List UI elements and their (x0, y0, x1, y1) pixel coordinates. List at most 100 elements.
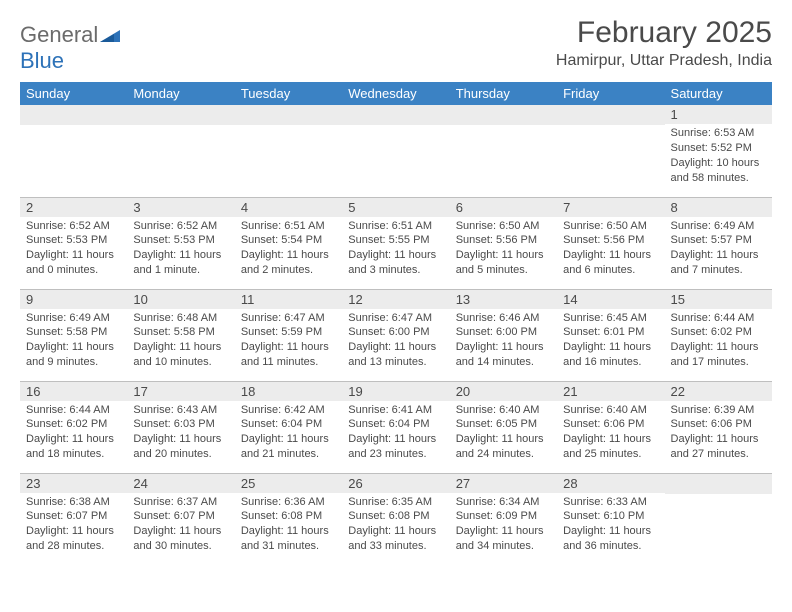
day-number: 2 (20, 198, 127, 217)
calendar-cell: 25Sunrise: 6:36 AMSunset: 6:08 PMDayligh… (235, 473, 342, 565)
sunset-text: Sunset: 6:02 PM (26, 417, 121, 432)
calendar-cell: 2Sunrise: 6:52 AMSunset: 5:53 PMDaylight… (20, 197, 127, 289)
day-content: Sunrise: 6:44 AMSunset: 6:02 PMDaylight:… (665, 309, 772, 374)
calendar-cell: 26Sunrise: 6:35 AMSunset: 6:08 PMDayligh… (342, 473, 449, 565)
sunset-text: Sunset: 5:55 PM (348, 233, 443, 248)
day-number: 23 (20, 474, 127, 493)
day-number: 18 (235, 382, 342, 401)
sunrise-text: Sunrise: 6:47 AM (348, 311, 443, 326)
sunrise-text: Sunrise: 6:44 AM (671, 311, 766, 326)
day-number: 24 (127, 474, 234, 493)
calendar-row: 2Sunrise: 6:52 AMSunset: 5:53 PMDaylight… (20, 197, 772, 289)
day-content: Sunrise: 6:34 AMSunset: 6:09 PMDaylight:… (450, 493, 557, 558)
day-content: Sunrise: 6:33 AMSunset: 6:10 PMDaylight:… (557, 493, 664, 558)
calendar-cell: 1Sunrise: 6:53 AMSunset: 5:52 PMDaylight… (665, 105, 772, 197)
day-number (235, 105, 342, 125)
calendar-cell (665, 473, 772, 565)
logo: General Blue (20, 16, 120, 74)
day-content: Sunrise: 6:48 AMSunset: 5:58 PMDaylight:… (127, 309, 234, 374)
day-number: 16 (20, 382, 127, 401)
day-content: Sunrise: 6:41 AMSunset: 6:04 PMDaylight:… (342, 401, 449, 466)
calendar-cell: 27Sunrise: 6:34 AMSunset: 6:09 PMDayligh… (450, 473, 557, 565)
daylight-text: Daylight: 11 hours and 21 minutes. (241, 432, 336, 462)
day-number: 25 (235, 474, 342, 493)
day-content: Sunrise: 6:49 AMSunset: 5:58 PMDaylight:… (20, 309, 127, 374)
weekday-header: Monday (127, 82, 234, 105)
day-number: 8 (665, 198, 772, 217)
day-content: Sunrise: 6:45 AMSunset: 6:01 PMDaylight:… (557, 309, 664, 374)
sunset-text: Sunset: 6:06 PM (563, 417, 658, 432)
daylight-text: Daylight: 11 hours and 10 minutes. (133, 340, 228, 370)
sunrise-text: Sunrise: 6:38 AM (26, 495, 121, 510)
day-content: Sunrise: 6:52 AMSunset: 5:53 PMDaylight:… (20, 217, 127, 282)
sunset-text: Sunset: 5:56 PM (563, 233, 658, 248)
sunset-text: Sunset: 5:58 PM (26, 325, 121, 340)
daylight-text: Daylight: 11 hours and 36 minutes. (563, 524, 658, 554)
weekday-header: Wednesday (342, 82, 449, 105)
day-number: 9 (20, 290, 127, 309)
day-content: Sunrise: 6:40 AMSunset: 6:06 PMDaylight:… (557, 401, 664, 466)
day-content: Sunrise: 6:38 AMSunset: 6:07 PMDaylight:… (20, 493, 127, 558)
calendar-table: SundayMondayTuesdayWednesdayThursdayFrid… (20, 82, 772, 565)
daylight-text: Daylight: 11 hours and 25 minutes. (563, 432, 658, 462)
location: Hamirpur, Uttar Pradesh, India (556, 52, 772, 70)
calendar-cell (127, 105, 234, 197)
sunset-text: Sunset: 5:57 PM (671, 233, 766, 248)
sunrise-text: Sunrise: 6:34 AM (456, 495, 551, 510)
sunset-text: Sunset: 5:56 PM (456, 233, 551, 248)
daylight-text: Daylight: 11 hours and 6 minutes. (563, 248, 658, 278)
daylight-text: Daylight: 11 hours and 9 minutes. (26, 340, 121, 370)
weekday-header: Saturday (665, 82, 772, 105)
sunrise-text: Sunrise: 6:53 AM (671, 126, 766, 141)
sunset-text: Sunset: 6:08 PM (348, 509, 443, 524)
day-content: Sunrise: 6:47 AMSunset: 6:00 PMDaylight:… (342, 309, 449, 374)
day-number: 20 (450, 382, 557, 401)
day-content: Sunrise: 6:51 AMSunset: 5:55 PMDaylight:… (342, 217, 449, 282)
day-number: 17 (127, 382, 234, 401)
daylight-text: Daylight: 11 hours and 14 minutes. (456, 340, 551, 370)
sunrise-text: Sunrise: 6:40 AM (456, 403, 551, 418)
day-number: 28 (557, 474, 664, 493)
day-number: 4 (235, 198, 342, 217)
day-number (20, 105, 127, 125)
daylight-text: Daylight: 11 hours and 13 minutes. (348, 340, 443, 370)
day-number: 11 (235, 290, 342, 309)
day-content: Sunrise: 6:47 AMSunset: 5:59 PMDaylight:… (235, 309, 342, 374)
sunrise-text: Sunrise: 6:41 AM (348, 403, 443, 418)
day-content: Sunrise: 6:44 AMSunset: 6:02 PMDaylight:… (20, 401, 127, 466)
sunset-text: Sunset: 6:06 PM (671, 417, 766, 432)
day-content: Sunrise: 6:51 AMSunset: 5:54 PMDaylight:… (235, 217, 342, 282)
sunset-text: Sunset: 6:02 PM (671, 325, 766, 340)
sunrise-text: Sunrise: 6:50 AM (563, 219, 658, 234)
day-number: 27 (450, 474, 557, 493)
day-number: 13 (450, 290, 557, 309)
daylight-text: Daylight: 11 hours and 27 minutes. (671, 432, 766, 462)
day-number: 26 (342, 474, 449, 493)
logo-text: General Blue (20, 22, 120, 74)
daylight-text: Daylight: 11 hours and 16 minutes. (563, 340, 658, 370)
sunset-text: Sunset: 6:08 PM (241, 509, 336, 524)
day-number: 21 (557, 382, 664, 401)
calendar-cell: 23Sunrise: 6:38 AMSunset: 6:07 PMDayligh… (20, 473, 127, 565)
calendar-head: SundayMondayTuesdayWednesdayThursdayFrid… (20, 82, 772, 105)
calendar-cell: 15Sunrise: 6:44 AMSunset: 6:02 PMDayligh… (665, 289, 772, 381)
day-content: Sunrise: 6:53 AMSunset: 5:52 PMDaylight:… (665, 124, 772, 189)
day-number: 12 (342, 290, 449, 309)
day-content: Sunrise: 6:43 AMSunset: 6:03 PMDaylight:… (127, 401, 234, 466)
daylight-text: Daylight: 10 hours and 58 minutes. (671, 156, 766, 186)
daylight-text: Daylight: 11 hours and 18 minutes. (26, 432, 121, 462)
sunrise-text: Sunrise: 6:45 AM (563, 311, 658, 326)
calendar-cell: 20Sunrise: 6:40 AMSunset: 6:05 PMDayligh… (450, 381, 557, 473)
sunrise-text: Sunrise: 6:48 AM (133, 311, 228, 326)
day-number: 19 (342, 382, 449, 401)
day-number (665, 474, 772, 494)
calendar-cell (20, 105, 127, 197)
calendar-cell: 17Sunrise: 6:43 AMSunset: 6:03 PMDayligh… (127, 381, 234, 473)
sunset-text: Sunset: 5:58 PM (133, 325, 228, 340)
day-number (450, 105, 557, 125)
sunset-text: Sunset: 6:00 PM (348, 325, 443, 340)
day-number: 22 (665, 382, 772, 401)
sunset-text: Sunset: 6:05 PM (456, 417, 551, 432)
day-content: Sunrise: 6:46 AMSunset: 6:00 PMDaylight:… (450, 309, 557, 374)
calendar-cell: 21Sunrise: 6:40 AMSunset: 6:06 PMDayligh… (557, 381, 664, 473)
